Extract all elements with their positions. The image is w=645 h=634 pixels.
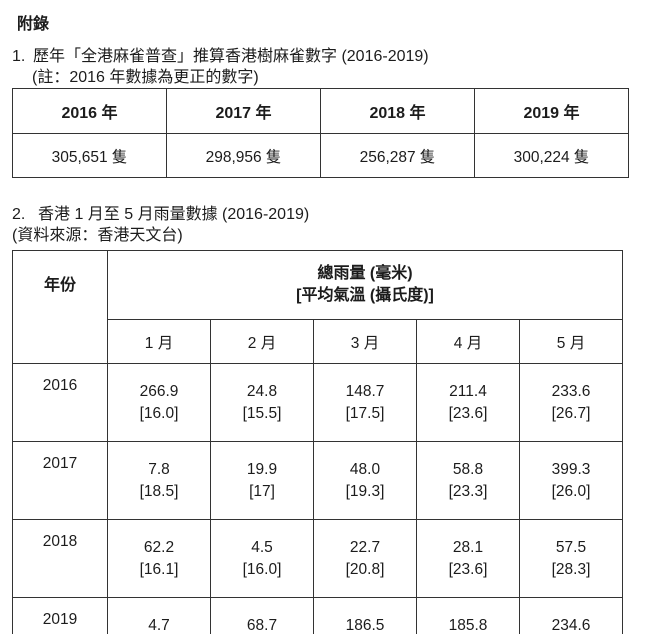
sparrow-table-data-row: 305,651 隻 298,956 隻 256,287 隻 300,224 隻 bbox=[12, 133, 629, 178]
month-header-apr: 4 月 bbox=[416, 319, 520, 364]
temp-value: [26.0] bbox=[551, 482, 591, 500]
rainfall-header-row-1: 年份 總雨量 (毫米) [平均氣溫 (攝氏度)] bbox=[12, 250, 623, 364]
rain-value: 4.5 bbox=[251, 538, 273, 556]
rain-temp-cell: 58.8 [23.3] bbox=[416, 441, 520, 520]
rain-temp-cell: 399.3 [26.0] bbox=[519, 441, 623, 520]
rain-temp-cell: 234.6 [25.3] bbox=[519, 597, 623, 634]
year-header-2018: 2018 年 bbox=[320, 88, 475, 134]
temp-value: [17] bbox=[249, 482, 275, 500]
rain-temp-cell: 19.9 [17] bbox=[210, 441, 314, 520]
rain-value: 24.8 bbox=[246, 382, 278, 400]
rain-temp-cell: 186.5 [21.0] bbox=[313, 597, 417, 634]
temp-value: [23.6] bbox=[448, 404, 488, 422]
section1-number: 1. bbox=[12, 48, 26, 65]
rain-temp-cell: 68.7 [20.1] bbox=[210, 597, 314, 634]
rain-temp-cell: 148.7 [17.5] bbox=[313, 363, 417, 442]
year-cell: 2019 bbox=[12, 597, 108, 634]
section1-heading: 1. 歷年「全港麻雀普查」推算香港樹麻雀數字 (2016-2019) bbox=[12, 42, 429, 66]
count-2016: 305,651 隻 bbox=[12, 133, 167, 178]
rain-value: 266.9 bbox=[139, 382, 179, 400]
temp-value: [26.7] bbox=[551, 404, 591, 422]
rain-temp-cell: 4.5 [16.0] bbox=[210, 519, 314, 598]
rain-value: 148.7 bbox=[345, 382, 385, 400]
rain-temp-cell: 24.8 [15.5] bbox=[210, 363, 314, 442]
rain-value: 399.3 bbox=[551, 460, 591, 478]
page-title: 附錄 bbox=[17, 16, 50, 33]
rain-value: 211.4 bbox=[449, 382, 487, 400]
count-2018: 256,287 隻 bbox=[320, 133, 475, 178]
month-header-feb: 2 月 bbox=[210, 319, 314, 364]
temp-value: [18.5] bbox=[139, 482, 179, 500]
year-header-2016: 2016 年 bbox=[12, 88, 167, 134]
rain-value: 22.7 bbox=[349, 538, 381, 556]
rain-temp-cell: 211.4 [23.6] bbox=[416, 363, 520, 442]
rain-value: 68.7 bbox=[246, 616, 278, 634]
table-row-2018: 2018 62.2 [16.1] 4.5 [16.0] 22.7 [20.8] … bbox=[12, 519, 623, 598]
rain-value: 233.6 bbox=[551, 382, 591, 400]
rainfall-table: 年份 總雨量 (毫米) [平均氣溫 (攝氏度)] 1 月 2 月 3 月 4 月… bbox=[12, 250, 623, 634]
year-cell: 2018 bbox=[12, 519, 108, 598]
section1-title-text: 歷年「全港麻雀普查」推算香港樹麻雀數字 (2016-2019) bbox=[33, 48, 429, 65]
rainfall-header-row-2: 1 月 2 月 3 月 4 月 5 月 bbox=[13, 319, 623, 364]
month-header-may: 5 月 bbox=[519, 319, 623, 364]
temp-value: [17.5] bbox=[345, 404, 385, 422]
rain-value: 57.5 bbox=[555, 538, 587, 556]
section1-note: (註：2016 年數據為更正的數字) bbox=[32, 69, 259, 86]
rain-value: 28.1 bbox=[452, 538, 484, 556]
count-2019: 300,224 隻 bbox=[474, 133, 629, 178]
section2-title-text: 香港 1 月至 5 月雨量數據 (2016-2019) bbox=[38, 206, 310, 223]
temp-value: [16.1] bbox=[139, 560, 179, 578]
temp-value: [15.5] bbox=[242, 404, 282, 422]
rain-temp-cell: 7.8 [18.5] bbox=[107, 441, 211, 520]
rain-temp-cell: 22.7 [20.8] bbox=[313, 519, 417, 598]
rain-temp-cell: 266.9 [16.0] bbox=[107, 363, 211, 442]
year-header-2017: 2017 年 bbox=[166, 88, 321, 134]
temp-value: [16.0] bbox=[242, 560, 282, 578]
group-header-line2: [平均氣溫 (攝氏度)] bbox=[296, 287, 434, 304]
year-column-header: 年份 bbox=[12, 250, 108, 364]
rain-value: 186.5 bbox=[345, 616, 385, 634]
month-header-jan: 1 月 bbox=[107, 319, 211, 364]
temp-value: [19.3] bbox=[345, 482, 385, 500]
rain-value: 7.8 bbox=[148, 460, 170, 478]
rain-temp-cell: 57.5 [28.3] bbox=[519, 519, 623, 598]
table-row-2017: 2017 7.8 [18.5] 19.9 [17] 48.0 [19.3] 58… bbox=[12, 441, 623, 520]
rain-value: 48.0 bbox=[349, 460, 381, 478]
table-row-2019: 2019 4.7 [18.1] 68.7 [20.1] 186.5 [21.0]… bbox=[12, 597, 623, 634]
rain-value: 62.2 bbox=[143, 538, 175, 556]
temp-value: [28.3] bbox=[551, 560, 591, 578]
rain-temp-cell: 4.7 [18.1] bbox=[107, 597, 211, 634]
section2-heading: 2. 香港 1 月至 5 月雨量數據 (2016-2019) bbox=[12, 200, 309, 224]
table-row-2016: 2016 266.9 [16.0] 24.8 [15.5] 148.7 [17.… bbox=[12, 363, 623, 442]
temp-value: [16.0] bbox=[139, 404, 179, 422]
rainfall-group-header: 總雨量 (毫米) [平均氣溫 (攝氏度)] bbox=[107, 250, 623, 320]
rain-value: 185.8 bbox=[448, 616, 488, 634]
temp-value: [23.6] bbox=[448, 560, 488, 578]
rain-temp-cell: 48.0 [19.3] bbox=[313, 441, 417, 520]
rain-temp-cell: 28.1 [23.6] bbox=[416, 519, 520, 598]
rain-value: 19.9 bbox=[246, 460, 278, 478]
rain-temp-cell: 185.8 [24.7] bbox=[416, 597, 520, 634]
year-cell: 2017 bbox=[12, 441, 108, 520]
section2-number: 2. bbox=[12, 206, 26, 223]
rain-temp-cell: 62.2 [16.1] bbox=[107, 519, 211, 598]
year-header-2019: 2019 年 bbox=[474, 88, 629, 134]
group-header-line1: 總雨量 (毫米) bbox=[317, 265, 413, 282]
year-cell: 2016 bbox=[12, 363, 108, 442]
rain-value: 58.8 bbox=[452, 460, 484, 478]
month-header-mar: 3 月 bbox=[313, 319, 417, 364]
section2-source: (資料來源：香港天文台) bbox=[12, 227, 183, 244]
count-2017: 298,956 隻 bbox=[166, 133, 321, 178]
rain-value: 234.6 bbox=[551, 616, 591, 634]
rain-temp-cell: 233.6 [26.7] bbox=[519, 363, 623, 442]
temp-value: [20.8] bbox=[345, 560, 385, 578]
rain-value: 4.7 bbox=[148, 616, 170, 634]
sparrow-count-table: 2016 年 2017 年 2018 年 2019 年 305,651 隻 29… bbox=[12, 88, 629, 178]
sparrow-table-header-row: 2016 年 2017 年 2018 年 2019 年 bbox=[12, 88, 629, 134]
temp-value: [23.3] bbox=[448, 482, 488, 500]
